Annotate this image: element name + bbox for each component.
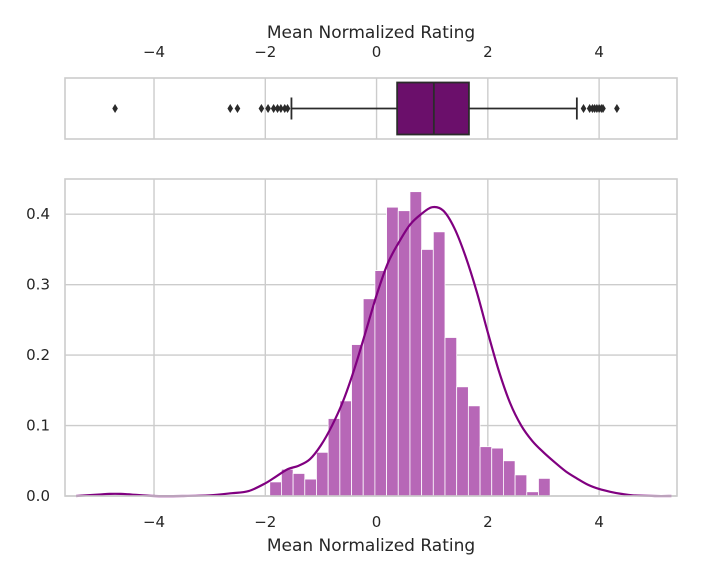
- histogram-bar: [362, 298, 376, 497]
- histogram-y-tick-label: 0.3: [26, 276, 50, 294]
- histogram-bar: [503, 460, 516, 497]
- histogram-bar: [269, 481, 282, 497]
- boxplot-x-tick-label: 2: [483, 43, 493, 61]
- histogram-bar: [304, 478, 317, 497]
- histogram-panel: −4 −2 0 2 4 0.0 0.1 0.2 0.3 0.4 Mean Normalized …: [26, 178, 678, 556]
- histogram-bar: [292, 473, 306, 497]
- boxplot-x-tick-label: −4: [143, 43, 165, 61]
- histogram-y-tick-label: 0.2: [26, 346, 50, 364]
- histogram-x-tick-label: 4: [594, 513, 604, 531]
- histogram-bar: [421, 249, 434, 497]
- histogram-x-tick-label: −4: [143, 513, 165, 531]
- boxplot-panel: Mean Normalized Rating −4 −2 0 2 4: [64, 23, 678, 140]
- histogram-y-tick-label: 0.1: [26, 417, 50, 435]
- outlier-point: [580, 104, 587, 113]
- histogram-x-tick-label: 0: [372, 513, 382, 531]
- histogram-bar: [281, 468, 294, 497]
- histogram-y-tick-labels: 0.0 0.1 0.2 0.3 0.4: [26, 205, 50, 505]
- histogram-x-tick-label: 2: [483, 513, 493, 531]
- histogram-bar: [467, 405, 481, 497]
- outlier-point: [274, 104, 281, 113]
- histogram-bar: [316, 451, 329, 497]
- histogram-bar: [456, 386, 469, 497]
- boxplot-x-tick-label: −2: [254, 43, 276, 61]
- boxplot-axes-frame: [64, 77, 678, 140]
- histogram-bar: [432, 231, 446, 497]
- histogram-y-tick-label: 0.4: [26, 205, 50, 223]
- histogram-x-tick-label: −2: [254, 513, 276, 531]
- boxplot-x-tick-labels: −4 −2 0 2 4: [143, 43, 604, 61]
- outlier-point: [600, 104, 606, 113]
- histogram-bar: [409, 191, 423, 497]
- histogram-bar: [397, 210, 411, 497]
- outlier-point: [112, 104, 118, 113]
- histogram-bar: [479, 446, 493, 497]
- histogram-axes-frame: [64, 178, 678, 497]
- outlier-point: [614, 104, 620, 113]
- boxplot-x-tick-label: 0: [372, 43, 382, 61]
- boxplot-marks: [112, 81, 620, 136]
- boxplot-x-axis-title: Mean Normalized Rating: [267, 23, 475, 43]
- kde-curve: [76, 205, 672, 498]
- histogram-x-axis-title: Mean Normalized Rating: [267, 536, 475, 556]
- histogram-bars: [269, 191, 551, 497]
- histogram-bar: [491, 447, 504, 497]
- histogram-bar: [339, 400, 352, 497]
- histogram-bar: [351, 344, 364, 497]
- outlier-point: [265, 104, 271, 113]
- outlier-point: [278, 104, 284, 113]
- histogram-bar: [514, 474, 528, 497]
- histogram-bar: [386, 206, 399, 497]
- outlier-point: [284, 104, 291, 113]
- histogram-bar: [374, 270, 387, 497]
- boxplot-x-tick-label: 4: [594, 43, 604, 61]
- histogram-x-tick-labels: −4 −2 0 2 4: [143, 513, 604, 531]
- outlier-point: [234, 104, 241, 113]
- histogram-y-tick-label: 0.0: [26, 487, 50, 505]
- histogram-bar: [444, 337, 458, 497]
- outlier-point: [258, 104, 265, 113]
- outlier-point: [227, 104, 234, 113]
- histogram-bar: [538, 477, 551, 497]
- outlier-point: [270, 104, 277, 113]
